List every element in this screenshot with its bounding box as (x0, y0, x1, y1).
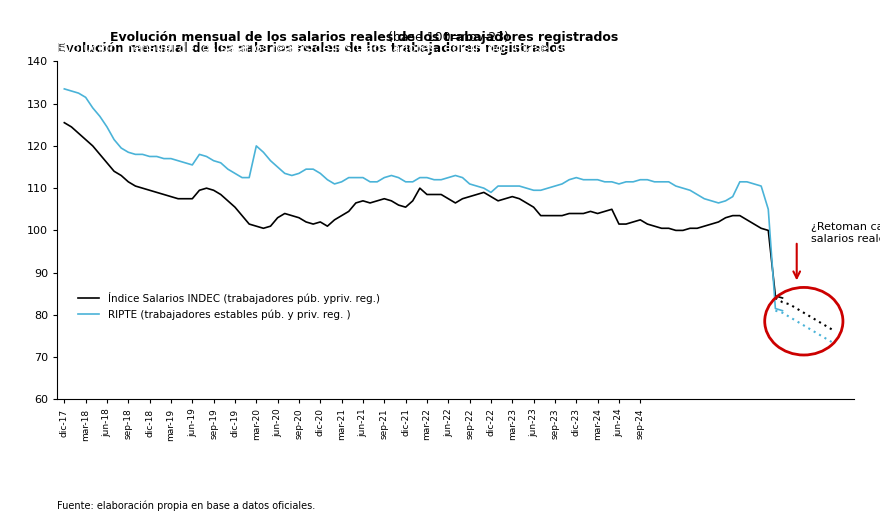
Text: (base 100=nov-23): (base 100=nov-23) (384, 31, 509, 44)
Índice Salarios INDEC (trabajadores púb. ypriv. reg.) (59, 120, 70, 126)
Índice Salarios INDEC (trabajadores púb. ypriv. reg.) (194, 187, 205, 194)
Legend: Índice Salarios INDEC (trabajadores púb. ypriv. reg.), RIPTE (trabajadores estab: Índice Salarios INDEC (trabajadores púb.… (78, 292, 379, 320)
Índice Salarios INDEC (trabajadores púb. ypriv. reg.) (216, 191, 226, 198)
RIPTE (trabajadores estables púb. y priv. reg. ) (216, 160, 226, 166)
RIPTE (trabajadores estables púb. y priv. reg. ) (678, 185, 688, 191)
Índice Salarios INDEC (trabajadores púb. ypriv. reg.) (678, 227, 688, 233)
Índice Salarios INDEC (trabajadores púb. ypriv. reg.) (777, 295, 788, 301)
Line: RIPTE (trabajadores estables púb. y priv. reg. ): RIPTE (trabajadores estables púb. y priv… (64, 89, 782, 311)
Text: Evolución mensual de los salarios reales de los trabajadores registrados (base 1: Evolución mensual de los salarios reales… (57, 41, 634, 55)
RIPTE (trabajadores estables púb. y priv. reg. ) (59, 86, 70, 92)
Text: Fuente: elaboración propia en base a datos oficiales.: Fuente: elaboración propia en base a dat… (57, 501, 315, 511)
Text: Evolución mensual de los salarios reales de los trabajadores registrados: Evolución mensual de los salarios reales… (110, 31, 619, 44)
RIPTE (trabajadores estables púb. y priv. reg. ) (777, 308, 788, 314)
Text: Evolución mensual de los salarios reales de los trabajadores registrados: Evolución mensual de los salarios reales… (57, 41, 566, 55)
RIPTE (trabajadores estables púb. y priv. reg. ) (620, 179, 631, 185)
Índice Salarios INDEC (trabajadores púb. ypriv. reg.) (386, 198, 397, 204)
Índice Salarios INDEC (trabajadores púb. ypriv. reg.) (620, 221, 631, 227)
Índice Salarios INDEC (trabajadores púb. ypriv. reg.) (564, 210, 575, 217)
RIPTE (trabajadores estables púb. y priv. reg. ) (564, 177, 575, 183)
RIPTE (trabajadores estables púb. y priv. reg. ) (194, 152, 205, 158)
RIPTE (trabajadores estables púb. y priv. reg. ) (386, 173, 397, 179)
Line: Índice Salarios INDEC (trabajadores púb. ypriv. reg.): Índice Salarios INDEC (trabajadores púb.… (64, 123, 782, 298)
Text: ¿Retoman caída
salarios reales?: ¿Retoman caída salarios reales? (811, 221, 880, 244)
